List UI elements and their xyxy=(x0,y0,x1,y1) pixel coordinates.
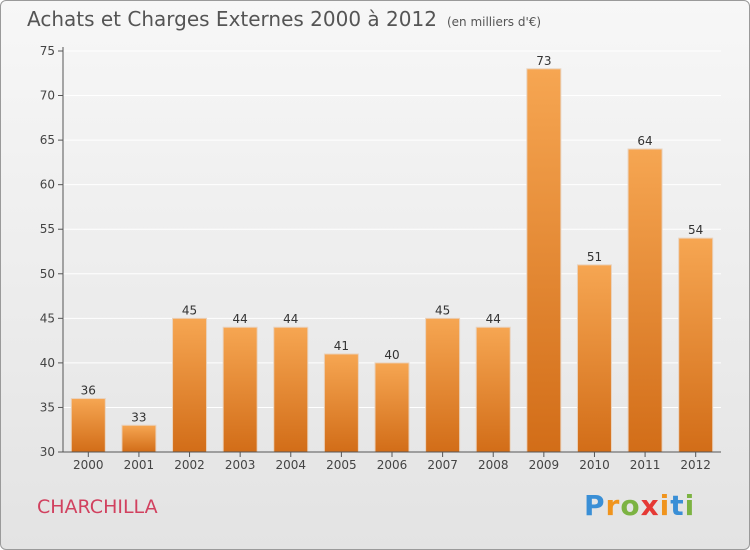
x-tick-label: 2007 xyxy=(427,458,458,472)
logo-letter: t xyxy=(670,489,685,522)
logo-letter: x xyxy=(640,489,660,522)
logo-letter: o xyxy=(620,489,641,522)
x-tick-label: 2001 xyxy=(124,458,155,472)
bar-value-label: 45 xyxy=(182,303,197,317)
x-tick-label: 2011 xyxy=(630,458,661,472)
bar xyxy=(222,326,258,453)
x-tick-label: 2006 xyxy=(377,458,408,472)
chart-unit-note: (en milliers d'€) xyxy=(446,15,542,29)
x-tick-label: 2002 xyxy=(174,458,205,472)
bar xyxy=(121,424,157,453)
x-tick-label: 2003 xyxy=(225,458,256,472)
y-tick-label: 40 xyxy=(40,356,55,370)
logo-letter: P xyxy=(584,489,606,522)
bar-value-label: 33 xyxy=(131,410,146,424)
y-tick-label: 75 xyxy=(40,44,55,58)
chart-title: Achats et Charges Externes 2000 à 2012 (e… xyxy=(27,7,541,31)
bar xyxy=(374,362,410,453)
bar-value-label: 44 xyxy=(283,312,298,326)
x-tick-label: 2009 xyxy=(529,458,560,472)
place-name: CHARCHILLA xyxy=(37,496,158,518)
proxiti-logo: Proxiti xyxy=(584,489,695,522)
bar xyxy=(425,317,461,453)
bar xyxy=(576,264,612,453)
bar-value-label: 45 xyxy=(435,303,450,317)
bar-value-label: 64 xyxy=(637,134,652,148)
y-tick-label: 55 xyxy=(40,222,55,236)
y-tick-label: 70 xyxy=(40,89,55,103)
bar xyxy=(526,68,562,453)
bar-value-label: 73 xyxy=(536,54,551,68)
bar-value-label: 44 xyxy=(233,312,248,326)
logo-letter: r xyxy=(605,489,621,522)
logo-letter: i xyxy=(659,489,671,522)
y-tick-label: 30 xyxy=(40,445,55,459)
bar xyxy=(323,353,359,453)
x-tick-label: 2005 xyxy=(326,458,357,472)
y-tick-label: 50 xyxy=(40,267,55,281)
bar xyxy=(273,326,309,453)
y-tick-label: 35 xyxy=(40,400,55,414)
bar xyxy=(627,148,663,453)
bar xyxy=(172,317,208,453)
logo-letter: i xyxy=(684,489,696,522)
y-tick-label: 45 xyxy=(40,311,55,325)
bar-value-label: 54 xyxy=(688,223,703,237)
x-tick-label: 2008 xyxy=(478,458,509,472)
x-tick-label: 2010 xyxy=(579,458,610,472)
y-tick-label: 65 xyxy=(40,133,55,147)
x-tick-label: 2000 xyxy=(73,458,104,472)
x-tick-label: 2012 xyxy=(680,458,711,472)
bar-value-label: 41 xyxy=(334,339,349,353)
x-tick-label: 2004 xyxy=(275,458,306,472)
bar xyxy=(70,398,106,453)
bar-value-label: 51 xyxy=(587,250,602,264)
chart-title-text: Achats et Charges Externes 2000 à 2012 xyxy=(27,7,437,31)
bar xyxy=(678,237,714,453)
bar-value-label: 44 xyxy=(486,312,501,326)
bar-value-label: 40 xyxy=(384,348,399,362)
bar xyxy=(475,326,511,453)
y-tick-label: 60 xyxy=(40,178,55,192)
bar-value-label: 36 xyxy=(81,384,96,398)
